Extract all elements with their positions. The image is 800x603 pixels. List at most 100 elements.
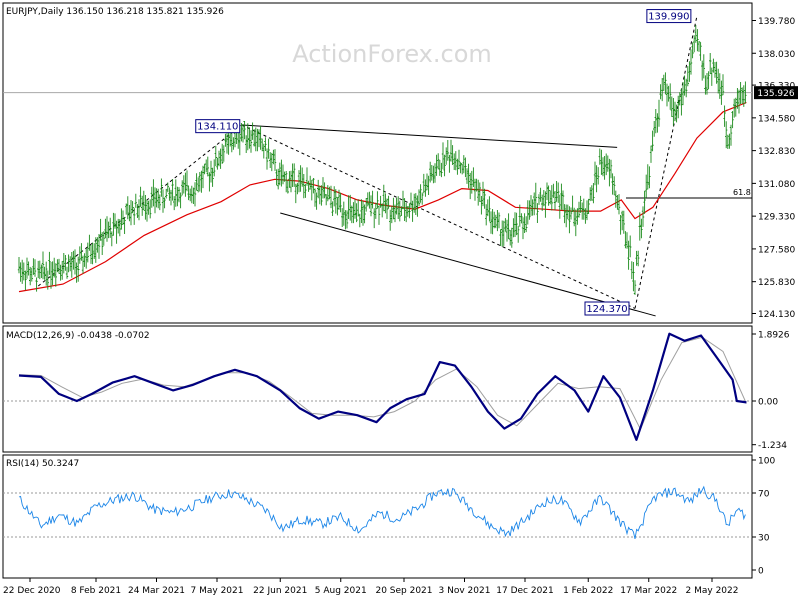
price-bar — [603, 156, 606, 180]
price-bar — [709, 53, 712, 75]
price-bar — [153, 187, 157, 214]
price-bar — [597, 167, 600, 185]
price-bar — [713, 62, 717, 78]
price-bar — [163, 197, 166, 209]
price-bar — [526, 200, 529, 225]
price-bar — [704, 75, 707, 95]
price-bar — [625, 232, 629, 249]
price-bar — [542, 190, 545, 207]
price-bar — [197, 177, 200, 193]
price-bar — [569, 207, 573, 220]
price-bar — [355, 203, 358, 223]
price-bar — [245, 135, 248, 153]
price-bar — [544, 191, 547, 218]
price-bar — [312, 178, 315, 194]
price-bar — [377, 205, 381, 225]
price-bar — [710, 67, 713, 86]
price-bar — [717, 68, 720, 94]
price-bar — [475, 178, 478, 192]
price-bar — [499, 229, 502, 246]
price-bar — [430, 165, 433, 181]
price-bar — [110, 231, 113, 247]
price-bar — [417, 189, 421, 206]
price-bar — [333, 186, 336, 207]
price-ytick-label: 127.580 — [758, 245, 795, 255]
price-bar — [624, 231, 627, 249]
price-bar — [718, 73, 721, 99]
price-bar — [267, 138, 270, 159]
price-bar — [249, 130, 253, 153]
price-bar — [149, 199, 152, 219]
price-bar — [240, 123, 243, 142]
price-bar — [449, 139, 453, 162]
price-bar — [696, 29, 699, 52]
price-bar — [598, 148, 601, 165]
rsi-ytick-label: 70 — [758, 490, 770, 500]
price-bar — [539, 187, 542, 202]
price-bar — [64, 255, 67, 271]
price-bar — [91, 242, 94, 265]
price-bar — [126, 196, 129, 220]
price-bar — [307, 180, 310, 192]
price-bar — [395, 198, 398, 215]
price-ytick-label: 124.130 — [758, 310, 795, 320]
price-bar — [501, 220, 504, 247]
price-pane: 139.780138.030136.330134.580132.830131.0… — [3, 7, 798, 320]
price-bar — [678, 92, 681, 106]
price-bar — [179, 192, 182, 209]
price-bar — [53, 257, 56, 278]
price-bar — [574, 209, 577, 237]
price-bar — [401, 190, 405, 210]
rsi-ytick-label: 100 — [758, 457, 775, 467]
price-bar — [49, 262, 53, 289]
price-bar — [176, 186, 179, 207]
price-panel-frame — [2, 2, 753, 324]
price-bar — [232, 137, 235, 150]
price-bar — [491, 209, 494, 235]
price-bar — [273, 149, 277, 171]
price-bar — [291, 163, 294, 187]
price-bar — [397, 196, 400, 219]
price-bar — [171, 179, 174, 201]
price-bar — [505, 219, 509, 242]
price-bar — [520, 213, 523, 224]
price-bar — [166, 182, 169, 193]
price-ytick-label: 125.830 — [758, 278, 795, 288]
price-bar — [601, 157, 605, 177]
macd-pane: 1.8926 0.00 -1.234 MACD(12,26,9) -0.0438 -0… — [3, 331, 790, 451]
price-bar — [281, 164, 285, 185]
price-bar — [288, 171, 291, 188]
price-bar — [473, 178, 477, 201]
price-bar — [485, 204, 488, 226]
price-bar — [264, 137, 267, 151]
price-bar — [310, 179, 313, 201]
price-bar — [248, 127, 251, 149]
fib-618-label: 61.8 — [733, 188, 751, 197]
price-bar — [467, 163, 470, 189]
price-bar — [621, 210, 624, 231]
price-bar — [62, 253, 65, 274]
price-bar — [80, 243, 83, 261]
price-bar — [342, 201, 345, 226]
price-bar — [109, 217, 112, 238]
price-bar — [497, 212, 501, 229]
price-bar — [728, 133, 731, 149]
price-bar — [633, 280, 637, 295]
price-bar — [651, 130, 654, 152]
price-bar — [117, 218, 120, 234]
macd-ytick-label: -1.234 — [758, 441, 787, 451]
price-bar — [589, 187, 592, 202]
price-bar — [422, 173, 425, 194]
price-bar — [286, 180, 289, 194]
price-bar — [24, 270, 27, 291]
price-bar — [301, 167, 304, 187]
price-bar — [465, 168, 469, 184]
x-axis: 22 Dec 2020 8 Feb 2021 24 Mar 2021 7 May 20… — [3, 578, 738, 596]
price-bar — [101, 232, 104, 255]
price-bar — [627, 240, 630, 270]
price-bar — [259, 125, 262, 150]
price-bar — [464, 157, 467, 178]
price-bar — [75, 262, 78, 283]
macd-ytick-label: 0.00 — [758, 398, 778, 408]
price-bar — [157, 188, 160, 209]
